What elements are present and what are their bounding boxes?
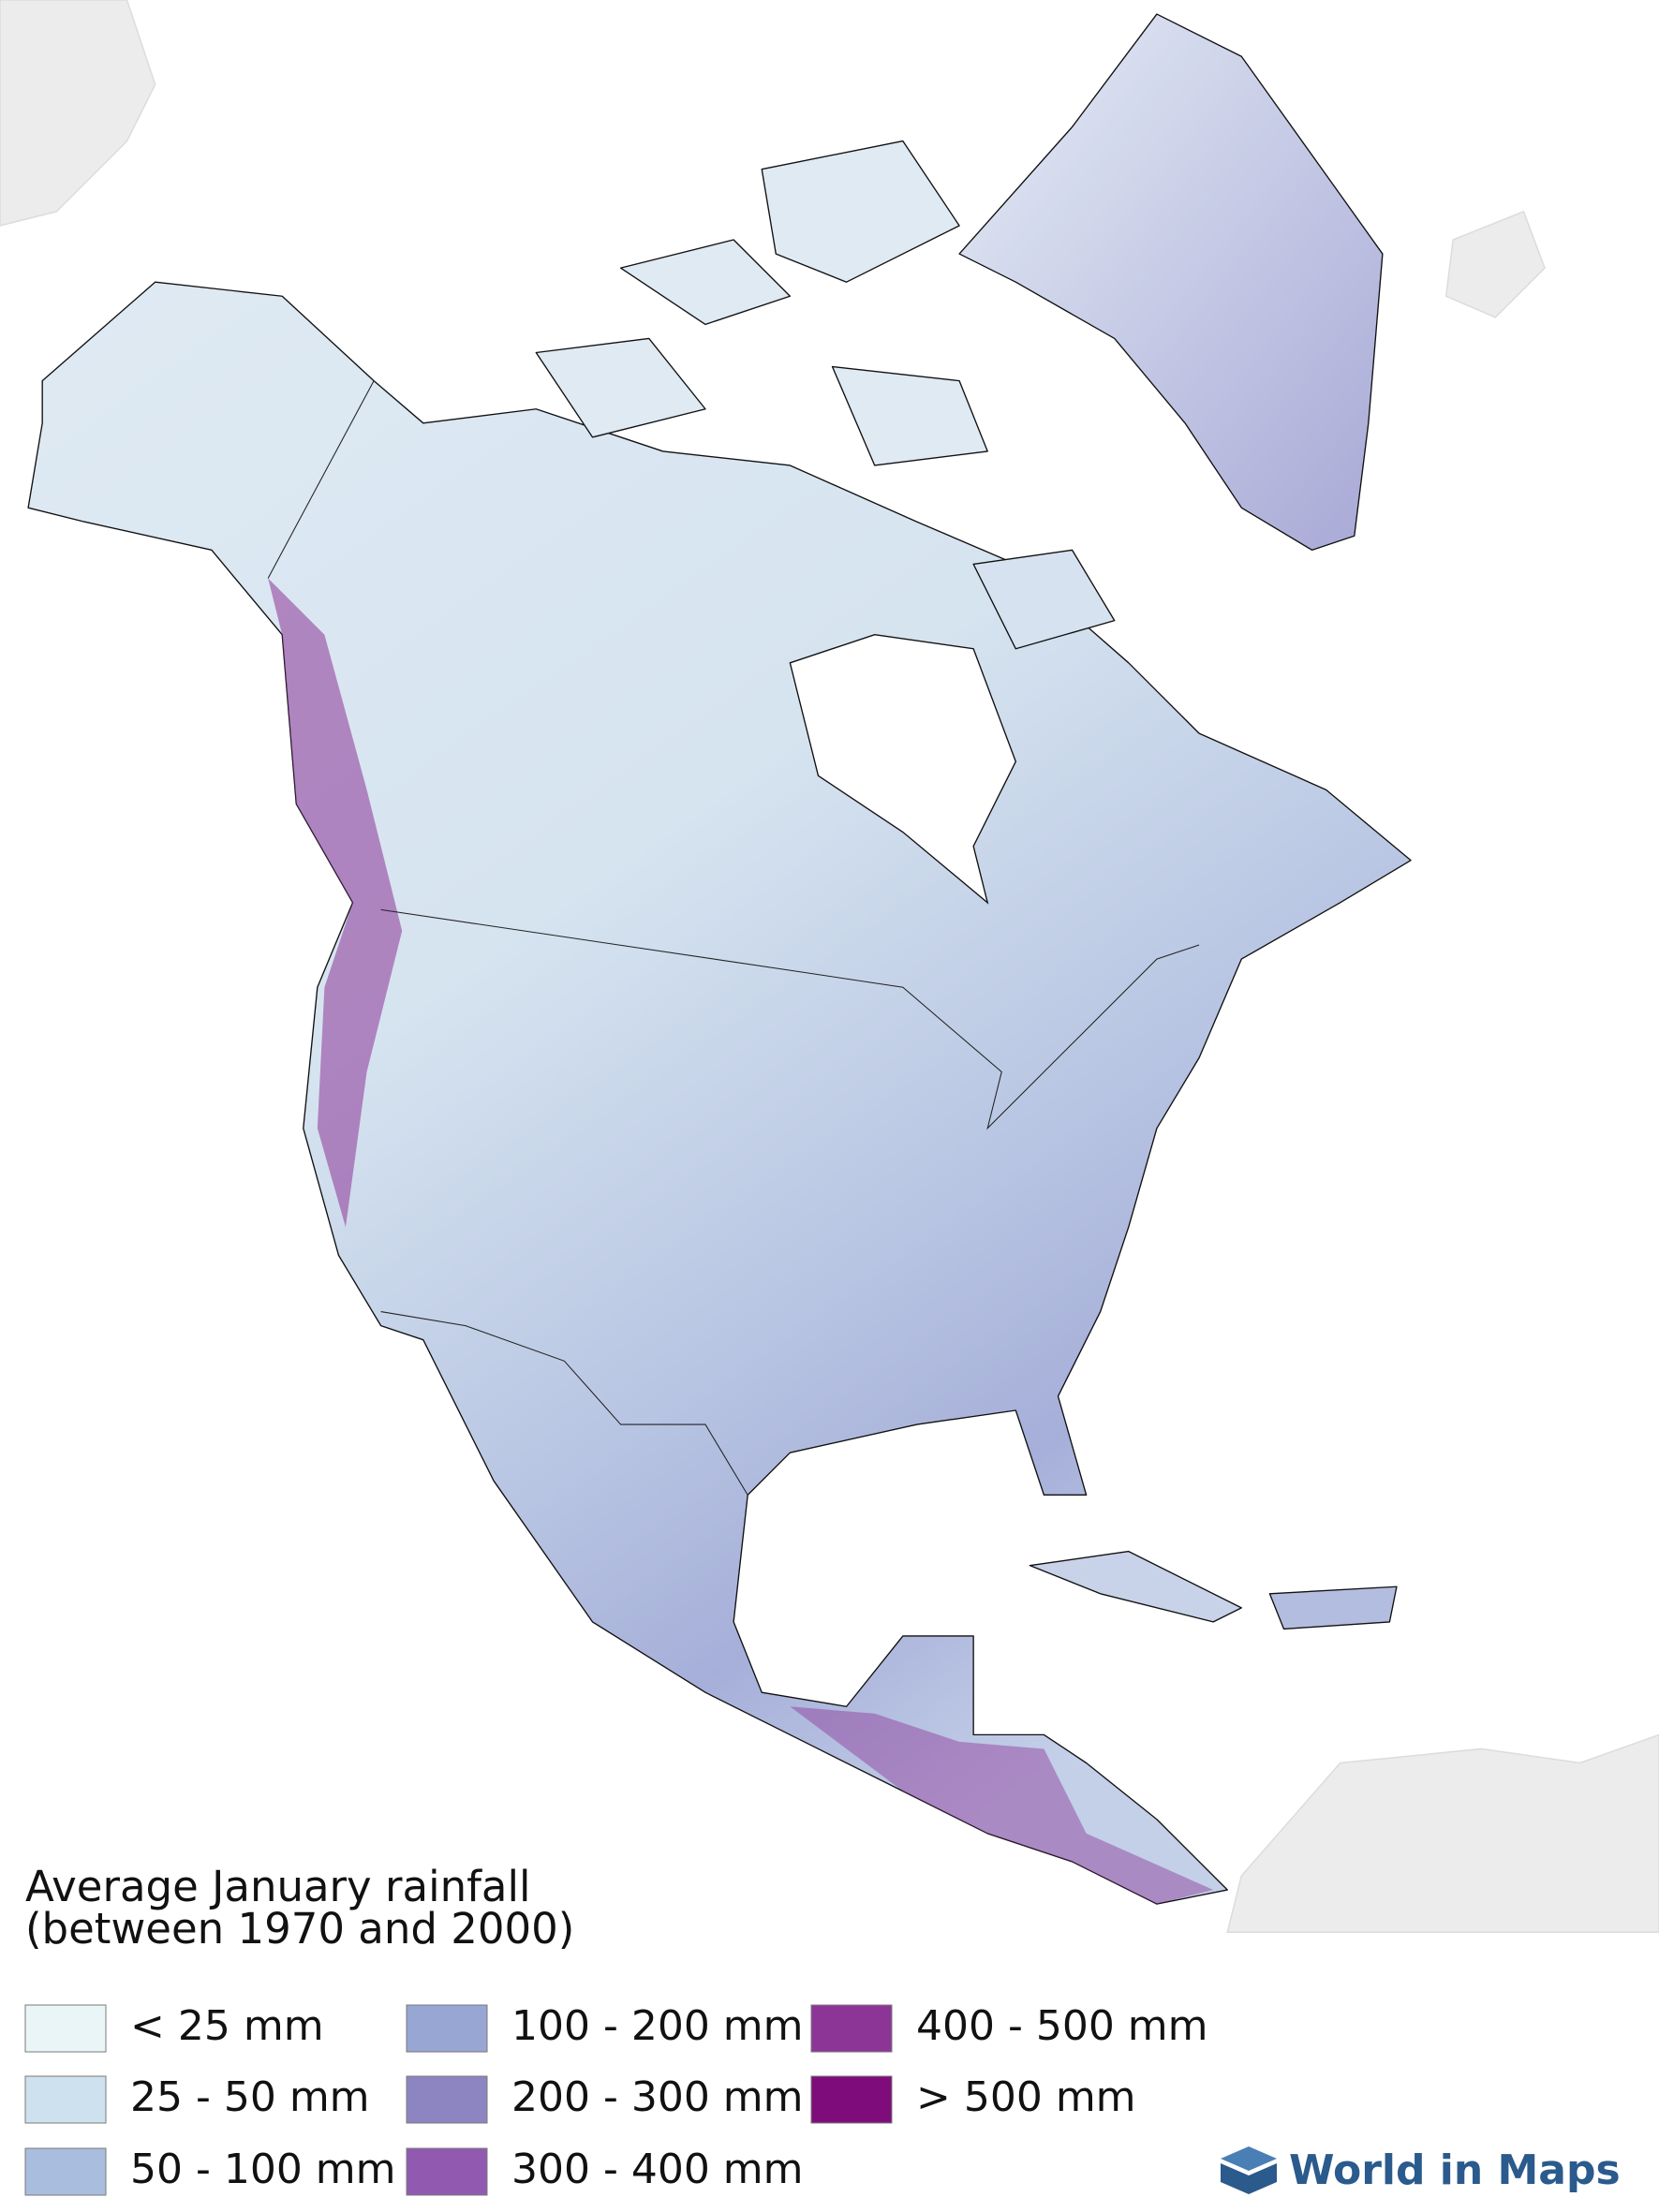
legend-label: 50 - 100 mm [130, 2146, 396, 2193]
border-alaska [267, 380, 375, 579]
border-us-canada [380, 908, 1200, 1130]
brand: World in Maps [1221, 2146, 1621, 2194]
land-south-america [1226, 1733, 1659, 1933]
legend-swatch [24, 2004, 107, 2053]
arctic-island [972, 549, 1116, 650]
legend-swatch [406, 2075, 488, 2124]
legend-swatch [24, 2147, 107, 2196]
wet-coast [268, 578, 403, 1228]
legend-swatch [406, 2147, 488, 2196]
hudson-bay [789, 634, 1017, 905]
legend-swatch [24, 2075, 107, 2124]
legend-swatch [406, 2004, 488, 2053]
legend-swatch [810, 2075, 893, 2124]
arctic-island [619, 239, 792, 326]
land-greenland [958, 13, 1384, 552]
brand-name: World in Maps [1289, 2146, 1621, 2194]
legend-label: > 500 mm [916, 2073, 1136, 2121]
legend-label: 300 - 400 mm [511, 2146, 804, 2193]
brand-icon [1221, 2163, 1277, 2194]
legend-label: 400 - 500 mm [916, 2002, 1208, 2050]
wet-central-america [790, 1706, 1214, 1905]
hispaniola [1268, 1585, 1398, 1630]
land-north-america [27, 281, 1412, 1905]
brand-icon [1221, 2146, 1277, 2171]
legend-label: < 25 mm [130, 2002, 324, 2050]
cuba [1029, 1550, 1242, 1623]
legend-label: 200 - 300 mm [511, 2073, 804, 2121]
land-asia [0, 0, 156, 227]
legend-label: 100 - 200 mm [511, 2002, 804, 2050]
title-line-1: Average January rainfall [25, 1862, 531, 1911]
legend-swatch [810, 2004, 893, 2053]
title-line-2: (between 1970 and 2000) [25, 1904, 574, 1954]
map [0, 0, 1659, 1933]
land-iceland [1444, 210, 1546, 318]
arctic-island [831, 365, 988, 466]
arctic-island [761, 140, 960, 283]
border-us-mexico [380, 1311, 748, 1496]
legend-label: 25 - 50 mm [130, 2073, 370, 2121]
arctic-island [535, 337, 706, 438]
